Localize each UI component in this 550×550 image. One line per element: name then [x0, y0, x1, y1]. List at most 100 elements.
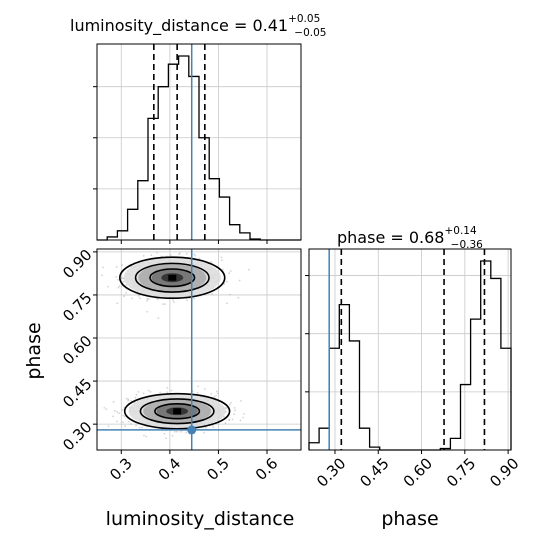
- joint-sample-point: [220, 256, 223, 259]
- phase-x-tick-label: 0.75: [443, 454, 479, 490]
- joint-phase-luminosity-panel: 0.3 0.4 0.5 0.6 0.30 0.45 0.60 0.75 0.90: [59, 244, 302, 484]
- joint-sample-point: [204, 387, 206, 390]
- joint-sample-point: [176, 430, 178, 433]
- joint-sample-point: [198, 257, 201, 260]
- phase-y-tick-label: 0.30: [59, 418, 95, 454]
- phase-y-tick-label: 0.75: [59, 289, 95, 325]
- joint-sample-point: [127, 399, 130, 402]
- joint-sample-point: [149, 391, 152, 393]
- joint-sample-point: [233, 413, 236, 416]
- joint-sample-point: [127, 420, 130, 423]
- joint-sample-point: [161, 303, 164, 306]
- ld-x-tick-label: 0.3: [106, 454, 136, 484]
- joint-sample-point: [131, 297, 133, 300]
- joint-sample-point: [102, 266, 104, 269]
- joint-sample-point: [123, 415, 126, 418]
- ld-marginal-frame: [96, 43, 302, 241]
- joint-sample-point: [165, 437, 167, 440]
- joint-sample-point: [173, 430, 176, 433]
- phase-title: phase = 0.68+0.14 −0.36: [337, 225, 483, 251]
- joint-sample-point: [224, 422, 227, 425]
- joint-sample-point: [146, 298, 149, 300]
- y-axis-label-phase: phase: [23, 322, 45, 379]
- joint-sample-point: [118, 412, 120, 415]
- joint-sample-point: [210, 392, 213, 395]
- joint-contour-line: [119, 256, 226, 300]
- phase-x-tick-label: 0.60: [400, 454, 436, 490]
- joint-sample-point: [171, 434, 174, 437]
- joint-sample-point: [121, 277, 124, 280]
- joint-sample-point: [197, 385, 199, 388]
- joint-sample-point: [116, 410, 119, 413]
- joint-sample-point: [115, 275, 117, 278]
- joint-sample-point: [143, 434, 145, 437]
- joint-sample-point: [142, 254, 145, 257]
- joint-sample-point: [112, 415, 114, 418]
- joint-sample-point: [222, 268, 224, 271]
- joint-sample-point: [120, 277, 123, 280]
- joint-sample-point: [124, 425, 127, 428]
- joint-sample-point: [138, 426, 141, 429]
- joint-sample-point: [229, 293, 232, 296]
- joint-sample-point: [148, 298, 150, 300]
- joint-sample-point: [107, 285, 109, 288]
- joint-sample-point: [142, 392, 145, 395]
- phase-y-tick-label: 0.45: [59, 375, 95, 411]
- joint-sample-point: [161, 244, 163, 246]
- joint-mode-peak: [173, 408, 182, 415]
- joint-sample-point: [220, 259, 223, 262]
- joint-sample-point: [234, 409, 236, 412]
- joint-sample-point: [225, 302, 228, 305]
- joint-sample-point: [216, 392, 219, 395]
- joint-sample-point: [185, 252, 188, 255]
- joint-sample-point: [156, 298, 159, 301]
- joint-sample-point: [238, 279, 241, 282]
- joint-sample-point: [115, 266, 118, 268]
- joint-sample-point: [233, 407, 236, 409]
- joint-sample-point: [172, 301, 175, 303]
- joint-sample-point: [169, 254, 172, 256]
- joint-content: [97, 244, 301, 450]
- joint-sample-point: [196, 391, 199, 394]
- joint-sample-point: [112, 400, 115, 403]
- joint-sample-point: [163, 303, 166, 305]
- joint-sample-point: [120, 276, 123, 279]
- joint-sample-point: [225, 407, 228, 409]
- joint-contour-line: [134, 262, 210, 293]
- phase-marginal-frame: [308, 248, 512, 451]
- joint-sample-point: [146, 310, 149, 313]
- joint-sample-point: [123, 295, 125, 298]
- joint-sample-point: [225, 280, 228, 283]
- ld-x-tick-label: 0.6: [252, 454, 282, 484]
- joint-sample-point: [105, 408, 108, 411]
- joint-sample-point: [231, 418, 234, 421]
- joint-sample-point: [239, 399, 242, 402]
- joint-sample-point: [145, 435, 148, 438]
- joint-sample-point: [135, 393, 138, 396]
- joint-sample-point: [213, 396, 216, 399]
- luminosity-distance-title: luminosity_distance = 0.41+0.05 −0.05: [70, 13, 326, 39]
- joint-sample-point: [228, 418, 231, 421]
- joint-sample-point: [150, 254, 153, 257]
- joint-sample-point: [193, 253, 195, 256]
- joint-sample-point: [210, 261, 213, 263]
- joint-sample-point: [103, 406, 106, 409]
- joint-sample-point: [223, 415, 225, 418]
- joint-sample-point: [121, 409, 124, 411]
- joint-sample-point: [194, 254, 197, 257]
- phase-y-tick-label: 0.60: [59, 332, 95, 368]
- joint-sample-point: [248, 268, 250, 271]
- joint-sample-point: [127, 398, 130, 401]
- joint-sample-point: [228, 272, 231, 275]
- joint-sample-point: [179, 430, 182, 433]
- joint-sample-point: [170, 389, 173, 392]
- joint-sample-point: [157, 317, 160, 320]
- joint-contour-line: [123, 392, 231, 430]
- joint-sample-point: [141, 426, 144, 429]
- joint-sample-point: [139, 297, 141, 300]
- joint-sample-point: [122, 414, 124, 417]
- joint-sample-point: [212, 426, 215, 429]
- joint-sample-point: [239, 419, 242, 422]
- phase-y-tick-label: 0.90: [59, 246, 95, 282]
